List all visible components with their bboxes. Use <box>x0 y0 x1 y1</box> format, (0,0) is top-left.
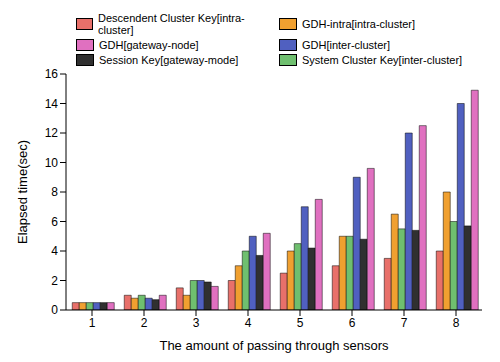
html-text:System Cluster Key[inter-clust: System Cluster Key[inter-cluster] <box>302 54 463 66</box>
svg-text:4: 4 <box>245 316 252 330</box>
html-text:Session Key[gateway-mode]: Session Key[gateway-mode] <box>99 54 239 66</box>
svg-text:1: 1 <box>89 316 96 330</box>
svg-text:5: 5 <box>297 316 304 330</box>
svg-text:12: 12 <box>45 126 59 140</box>
svg-text:7: 7 <box>401 316 408 330</box>
html-text:GDH-intra[intra-cluster]: GDH-intra[intra-cluster] <box>302 18 416 30</box>
html-text:GDH[gateway-node]: GDH[gateway-node] <box>99 39 199 51</box>
svg-text:6: 6 <box>349 316 356 330</box>
svg-text:4: 4 <box>51 244 58 258</box>
svg-text:3: 3 <box>193 316 200 330</box>
svg-text:8: 8 <box>51 185 58 199</box>
html-text:Descendent Cluster Key[intra-c: Descendent Cluster Key[intra-cluster] <box>98 12 245 36</box>
svg-text:6: 6 <box>51 215 58 229</box>
svg-text:0: 0 <box>51 303 58 317</box>
svg-text:14: 14 <box>45 97 59 111</box>
svg-text:2: 2 <box>141 316 148 330</box>
html-text:GDH[inter-cluster]: GDH[inter-cluster] <box>302 39 390 51</box>
svg-text:2: 2 <box>51 274 58 288</box>
svg-text:10: 10 <box>45 156 59 170</box>
svg-text:The amount of passing through: The amount of passing through sensors <box>159 338 389 353</box>
svg-text:Elapsed time(sec): Elapsed time(sec) <box>15 140 30 244</box>
svg-text:16: 16 <box>45 67 59 81</box>
svg-text:8: 8 <box>453 316 460 330</box>
